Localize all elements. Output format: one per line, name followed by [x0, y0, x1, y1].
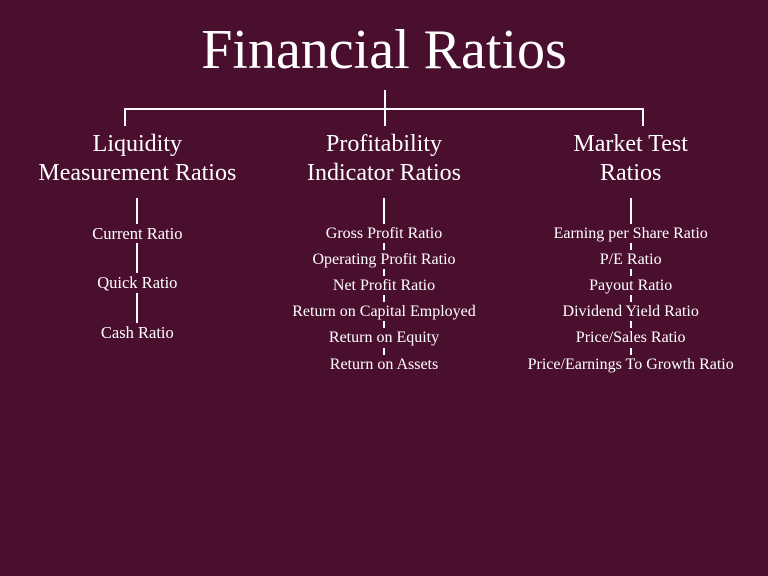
tree-leaf: Return on Assets — [330, 355, 438, 374]
connector-line — [383, 348, 385, 355]
connector-line — [383, 295, 385, 302]
heading-line: Ratios — [573, 159, 688, 188]
category-heading: Liquidity Measurement Ratios — [38, 130, 236, 188]
tree-leaf: Cash Ratio — [101, 323, 174, 343]
heading-line: Profitability — [307, 130, 461, 159]
heading-line: Liquidity — [38, 130, 236, 159]
connector-line — [630, 348, 632, 355]
root-connector — [124, 90, 644, 130]
tree-leaf: Gross Profit Ratio — [326, 224, 442, 243]
tree-leaf: Price/Sales Ratio — [576, 328, 686, 347]
heading-line: Measurement Ratios — [38, 159, 236, 188]
connector-line — [383, 269, 385, 276]
connector-line — [630, 295, 632, 302]
heading-line: Indicator Ratios — [307, 159, 461, 188]
tree-leaf: Operating Profit Ratio — [312, 250, 455, 269]
connector-line — [136, 243, 138, 273]
connector-line — [630, 269, 632, 276]
tree-leaf: Price/Earnings To Growth Ratio — [528, 355, 734, 374]
tree-leaf: P/E Ratio — [600, 250, 662, 269]
category-liquidity: Liquidity Measurement Ratios Current Rat… — [14, 130, 261, 374]
diagram-title: Financial Ratios — [0, 0, 768, 82]
tree-leaf: Net Profit Ratio — [333, 276, 435, 295]
category-heading: Profitability Indicator Ratios — [307, 130, 461, 188]
category-profitability: Profitability Indicator Ratios Gross Pro… — [261, 130, 508, 374]
category-heading: Market Test Ratios — [573, 130, 688, 188]
tree-leaf: Return on Capital Employed — [292, 302, 476, 321]
tree-leaf: Earning per Share Ratio — [554, 224, 708, 243]
connector-line — [383, 243, 385, 250]
connector-line — [136, 293, 138, 323]
connector-line — [630, 198, 632, 224]
tree-leaf: Current Ratio — [92, 224, 182, 244]
heading-line: Market Test — [573, 130, 688, 159]
connector-line — [383, 198, 385, 224]
tree-leaf: Payout Ratio — [589, 276, 672, 295]
connector-line — [630, 321, 632, 328]
category-market-test: Market Test Ratios Earning per Share Rat… — [507, 130, 754, 374]
tree-leaf: Quick Ratio — [97, 273, 177, 293]
columns-container: Liquidity Measurement Ratios Current Rat… — [0, 130, 768, 374]
tree-leaf: Return on Equity — [329, 328, 439, 347]
connector-line — [136, 198, 138, 224]
connector-line — [383, 321, 385, 328]
tree-leaf: Dividend Yield Ratio — [563, 302, 699, 321]
connector-line — [630, 243, 632, 250]
